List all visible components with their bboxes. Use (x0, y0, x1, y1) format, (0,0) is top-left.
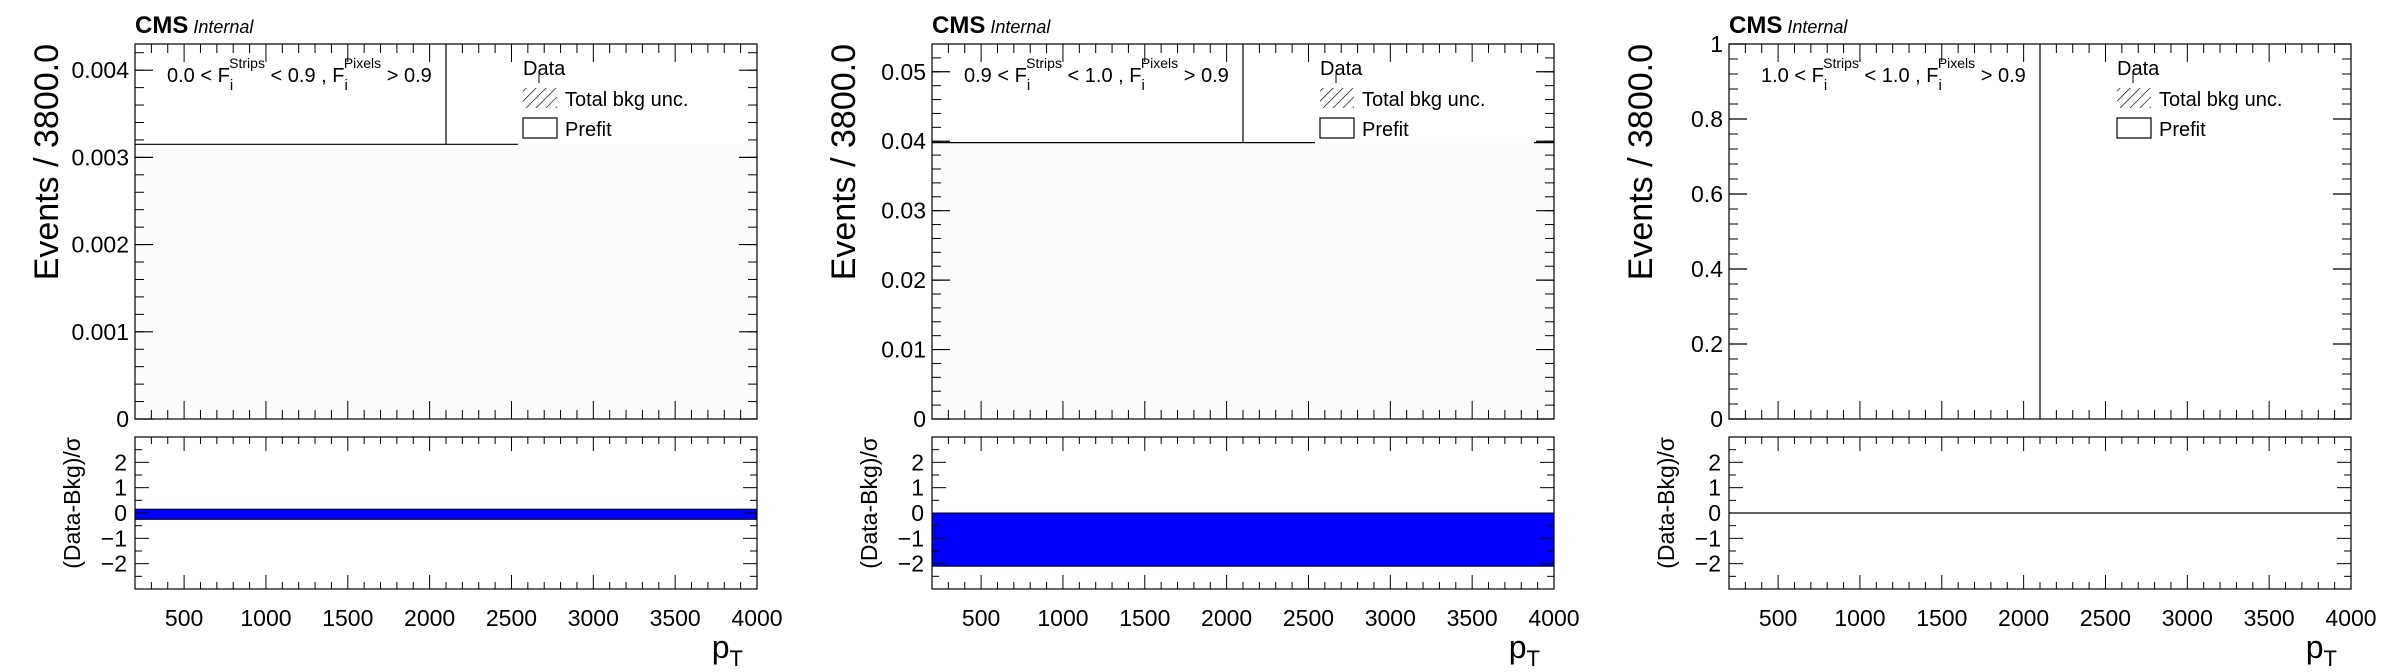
x-tick-label: 4000 (2325, 605, 2376, 631)
x-tick-label: 3000 (568, 605, 619, 631)
y-tick-label: 0.003 (71, 144, 129, 170)
region-label: 0.0 < FiStrips < 0.9 , FiPixels > 0.9 (167, 55, 432, 94)
y-tick-label: 0.02 (881, 267, 926, 293)
legend: Data Total bkg unc. Prefit (1319, 58, 1485, 141)
chart-panel-2: 0 0.01 0.02 0.03 0.04 0.05 Events / 3800.0 CMS … (825, 12, 1580, 671)
y-axis-title: Events / 3800.0 (1622, 44, 1660, 280)
cms-label: CMS Internal (135, 12, 254, 39)
x-tick-label: 2000 (404, 605, 455, 631)
legend: Data Total bkg unc. Prefit (522, 58, 688, 141)
ratio-y-tick-label: 0 (114, 500, 127, 526)
legend-unc-swatch (1320, 88, 1354, 108)
cms-label: CMS Internal (932, 12, 1051, 39)
x-tick-label: 500 (165, 605, 203, 631)
ratio-y-tick-label: 1 (1708, 475, 1721, 501)
ratio-y-tick-label: −1 (1695, 525, 1721, 551)
x-tick-label: 3500 (1447, 605, 1498, 631)
ratio-y-tick-label: −2 (1695, 551, 1721, 577)
y-tick-label: 0.001 (71, 319, 129, 345)
legend-data-label: Data (1320, 58, 1363, 80)
pull-band (931, 512, 1555, 567)
y-tick-label: 0.01 (881, 337, 926, 363)
legend-data-label: Data (2117, 58, 2160, 80)
y-tick-label: 0.8 (1691, 106, 1723, 132)
ratio-y-tick-label: −2 (898, 551, 924, 577)
ratio-y-axis-title: (Data-Bkg)/σ (1653, 437, 1679, 569)
y-tick-label: 1 (1710, 31, 1723, 57)
ratio-y-tick-label: −2 (101, 551, 127, 577)
y-tick-label: 0 (1710, 406, 1723, 432)
x-tick-label: 1000 (1834, 605, 1885, 631)
x-tick-label: 3000 (2162, 605, 2213, 631)
x-tick-label: 1000 (240, 605, 291, 631)
pull-band (134, 508, 758, 520)
ratio-y-tick-label: 2 (911, 449, 924, 475)
x-tick-label: 4000 (1528, 605, 1579, 631)
x-tick-label: 2000 (1998, 605, 2049, 631)
legend-data-label: Data (523, 58, 566, 80)
y-tick-label: 0 (116, 406, 129, 432)
ratio-y-tick-label: 2 (1708, 449, 1721, 475)
ratio-y-tick-label: −1 (898, 525, 924, 551)
ratio-y-tick-label: 2 (114, 449, 127, 475)
legend-prefit-label: Prefit (2159, 119, 2206, 141)
region-label: 1.0 < FiStrips < 1.0 , FiPixels > 0.9 (1761, 55, 2026, 94)
x-tick-label: 1500 (1916, 605, 1967, 631)
legend-prefit-label: Prefit (565, 119, 612, 141)
x-tick-label: 2500 (1283, 605, 1334, 631)
x-tick-label: 2000 (1201, 605, 1252, 631)
x-axis-title: pT (712, 629, 743, 671)
legend-unc-label: Total bkg unc. (565, 89, 688, 111)
y-tick-label: 0.04 (881, 128, 926, 154)
y-axis-title: Events / 3800.0 (825, 44, 863, 280)
chart-panel-3: 0 0.2 0.4 0.6 0.8 1 Events / 3800.0 CMS Interna… (1622, 12, 2377, 671)
x-tick-label: 3500 (2244, 605, 2295, 631)
y-tick-label: 0.05 (881, 59, 926, 85)
background-fill (932, 142, 1554, 419)
y-tick-label: 0 (913, 406, 926, 432)
x-tick-label: 3500 (650, 605, 701, 631)
x-tick-label: 1500 (1119, 605, 1170, 631)
y-tick-label: 0.03 (881, 198, 926, 224)
x-axis-title: pT (2306, 629, 2337, 671)
ratio-y-axis-title: (Data-Bkg)/σ (59, 437, 85, 569)
x-tick-label: 2500 (486, 605, 537, 631)
background-fill (135, 144, 757, 419)
legend-prefit-label: Prefit (1362, 119, 1409, 141)
x-tick-label: 3000 (1365, 605, 1416, 631)
x-tick-label: 2500 (2080, 605, 2131, 631)
legend-unc-swatch (523, 88, 557, 108)
legend-unc-label: Total bkg unc. (2159, 89, 2282, 111)
legend-prefit-swatch (2116, 117, 2152, 139)
x-axis-title: pT (1509, 629, 1540, 671)
x-tick-label: 500 (1759, 605, 1797, 631)
y-tick-label: 0.002 (71, 232, 129, 258)
region-label: 0.9 < FiStrips < 1.0 , FiPixels > 0.9 (964, 55, 1229, 94)
y-tick-label: 0.2 (1691, 331, 1723, 357)
ratio-y-tick-label: 1 (114, 475, 127, 501)
y-tick-label: 0.004 (71, 57, 129, 83)
cms-label: CMS Internal (1729, 12, 1848, 39)
legend-unc-label: Total bkg unc. (1362, 89, 1485, 111)
legend-unc-swatch (2117, 88, 2151, 108)
y-tick-label: 0.4 (1691, 256, 1723, 282)
ratio-y-axis-title: (Data-Bkg)/σ (856, 437, 882, 569)
ratio-y-tick-label: −1 (101, 525, 127, 551)
ratio-y-tick-label: 1 (911, 475, 924, 501)
y-tick-label: 0.6 (1691, 181, 1723, 207)
x-tick-label: 4000 (731, 605, 782, 631)
y-axis-title: Events / 3800.0 (28, 44, 66, 280)
legend-prefit-swatch (522, 117, 558, 139)
ratio-y-tick-label: 0 (911, 500, 924, 526)
legend: Data Total bkg unc. Prefit (2116, 58, 2282, 141)
legend-prefit-swatch (1319, 117, 1355, 139)
x-tick-label: 1500 (322, 605, 373, 631)
ratio-y-tick-label: 0 (1708, 500, 1721, 526)
x-tick-label: 1000 (1037, 605, 1088, 631)
x-tick-label: 500 (962, 605, 1000, 631)
